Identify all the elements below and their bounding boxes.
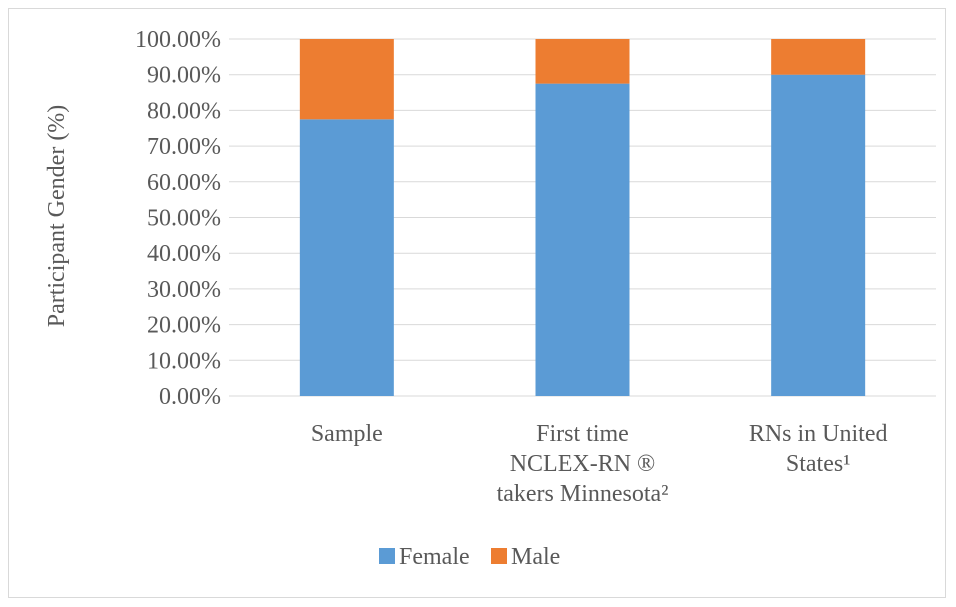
bar-male-1 (299, 39, 394, 120)
y-tick-label: 100.00% (135, 27, 221, 53)
category-labels: Sample First time NCLEX-RN ® takers Minneso… (311, 421, 888, 507)
category-label: Sample (311, 421, 383, 447)
chart-frame: 0.00% 10.00% 20.00% 30.00% 40.00% 50.00% 60.00… (8, 8, 946, 598)
y-tick-label: 0.00% (159, 384, 221, 410)
y-tick-label: 70.00% (147, 134, 221, 160)
bar-female-1 (299, 119, 394, 396)
bar-male-3 (771, 39, 866, 75)
category-label: RNs in United States¹ (749, 421, 888, 477)
legend-swatch-male (491, 548, 507, 564)
bar-female-2 (535, 83, 630, 396)
y-tick-label: 80.00% (147, 98, 221, 124)
legend-label-male: Male (511, 544, 560, 570)
bar-female-3 (771, 74, 866, 396)
y-tick-label: 10.00% (147, 348, 221, 374)
y-tick-label: 60.00% (147, 170, 221, 196)
bar-male-2 (535, 39, 630, 84)
y-tick-label: 40.00% (147, 241, 221, 267)
legend-label-female: Female (399, 544, 470, 570)
y-tick-labels: 0.00% 10.00% 20.00% 30.00% 40.00% 50.00% 60.00… (135, 27, 221, 410)
y-axis-title: Participant Gender (%) (44, 105, 70, 328)
y-tick-label: 30.00% (147, 277, 221, 303)
bars (299, 39, 866, 396)
category-label: First time NCLEX-RN ® takers Minnesota² (497, 421, 669, 507)
y-tick-label: 20.00% (147, 313, 221, 339)
y-tick-label: 50.00% (147, 206, 221, 232)
y-tick-label: 90.00% (147, 63, 221, 89)
legend-swatch-female (379, 548, 395, 564)
legend: Female Male (379, 544, 560, 570)
stacked-bar-chart: 0.00% 10.00% 20.00% 30.00% 40.00% 50.00% 60.00… (44, 27, 936, 570)
